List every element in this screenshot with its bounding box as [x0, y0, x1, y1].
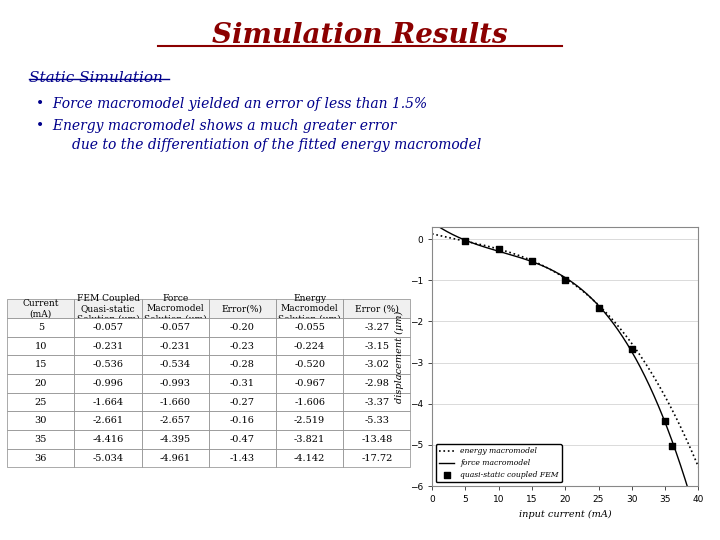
force macromodel: [428, 220, 437, 226]
quasi-static coupled FEM: [626, 345, 638, 353]
Text: due to the differentiation of the fitted energy macromodel: due to the differentiation of the fitted…: [72, 138, 482, 152]
force macromodel: [652, 399, 661, 405]
force macromodel: [586, 294, 595, 301]
X-axis label: input current (mA): input current (mA): [519, 510, 611, 519]
energy macromodel: [694, 464, 703, 470]
quasi-static coupled FEM: [526, 257, 538, 266]
energy macromodel: [585, 294, 594, 300]
quasi-static coupled FEM: [459, 237, 471, 246]
Legend: energy macromodel, force macromodel, quasi-static coupled FEM: energy macromodel, force macromodel, qua…: [436, 444, 562, 482]
Text: Simulation Results: Simulation Results: [212, 22, 508, 49]
energy macromodel: [669, 409, 678, 416]
Text: Static Simulation: Static Simulation: [29, 71, 163, 85]
force macromodel: [669, 442, 678, 448]
energy macromodel: [428, 231, 436, 237]
force macromodel: [590, 299, 599, 305]
Text: •  Force macromodel yielded an error of less than 1.5%: • Force macromodel yielded an error of l…: [36, 97, 427, 111]
force macromodel: [585, 293, 594, 300]
Line: force macromodel: force macromodel: [432, 222, 698, 524]
quasi-static coupled FEM: [492, 244, 504, 253]
quasi-static coupled FEM: [593, 303, 604, 312]
quasi-static coupled FEM: [660, 416, 671, 425]
energy macromodel: [652, 378, 661, 384]
quasi-static coupled FEM: [559, 276, 571, 285]
force macromodel: [694, 521, 703, 527]
force macromodel: [428, 219, 436, 225]
energy macromodel: [586, 294, 595, 301]
quasi-static coupled FEM: [666, 442, 678, 450]
Text: •  Energy macromodel shows a much greater error: • Energy macromodel shows a much greater…: [36, 119, 396, 133]
energy macromodel: [590, 299, 599, 305]
Y-axis label: displacement (μm): displacement (μm): [395, 310, 404, 402]
Line: energy macromodel: energy macromodel: [432, 234, 698, 467]
energy macromodel: [428, 231, 437, 237]
